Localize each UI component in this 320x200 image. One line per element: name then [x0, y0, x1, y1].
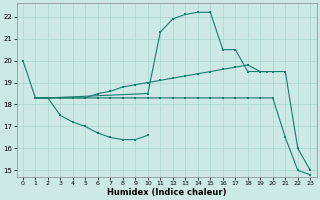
- X-axis label: Humidex (Indice chaleur): Humidex (Indice chaleur): [107, 188, 226, 197]
